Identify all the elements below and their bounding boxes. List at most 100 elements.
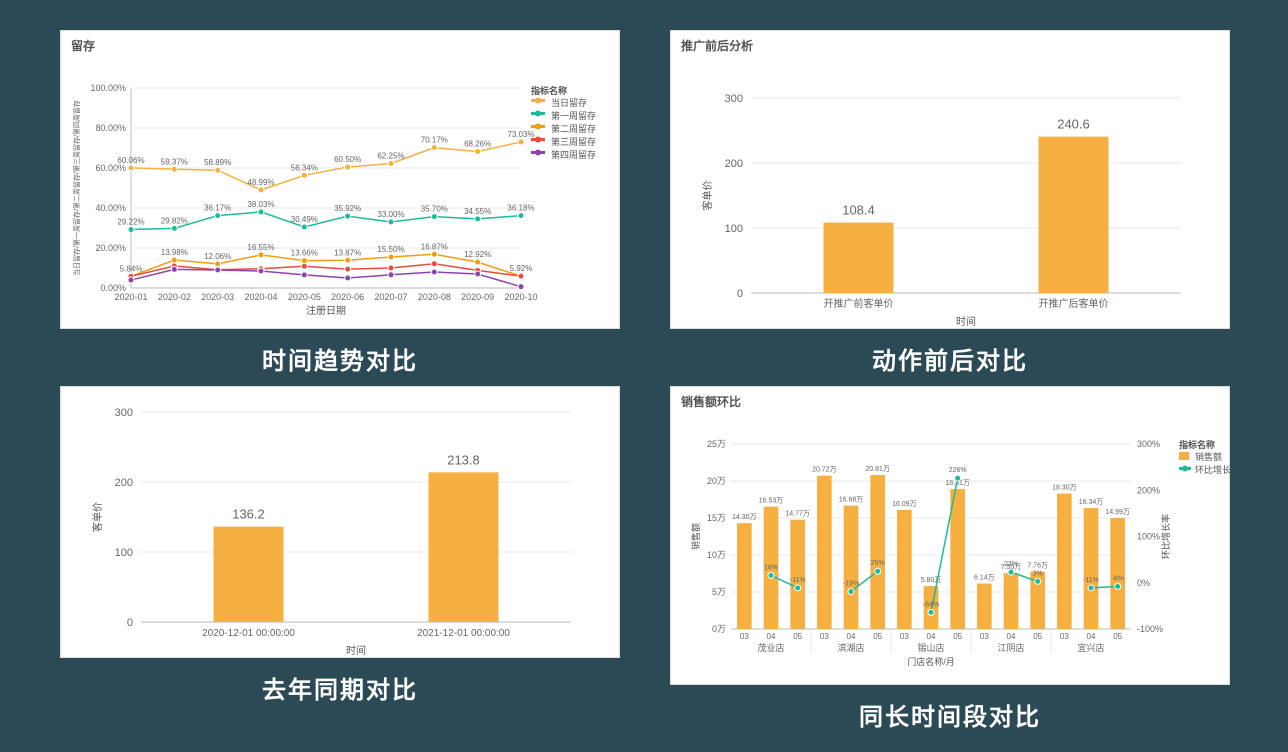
svg-text:2020-05: 2020-05 — [288, 292, 321, 302]
svg-text:指标名称: 指标名称 — [531, 85, 567, 96]
svg-text:56.34%: 56.34% — [291, 163, 318, 172]
svg-text:14.99万: 14.99万 — [1105, 508, 1130, 516]
svg-text:62.25%: 62.25% — [377, 152, 404, 161]
svg-text:时间: 时间 — [956, 315, 976, 328]
chart-title: 销售额环比 — [671, 387, 1229, 414]
svg-text:门店名称/月: 门店名称/月 — [907, 656, 955, 667]
svg-text:10万: 10万 — [707, 550, 726, 560]
svg-text:16.55%: 16.55% — [247, 243, 274, 252]
svg-text:40.00%: 40.00% — [95, 203, 126, 213]
svg-text:38.03%: 38.03% — [247, 200, 274, 209]
svg-text:80.00%: 80.00% — [95, 123, 126, 133]
svg-text:3%: 3% — [1033, 570, 1043, 577]
svg-text:12.06%: 12.06% — [204, 252, 231, 261]
svg-text:16%: 16% — [764, 564, 778, 571]
chart-yoy: 0100200300136.22020-12-01 00:00:00213.82… — [60, 386, 620, 658]
svg-text:当日留存/第一周留存/第二周留存/第三周留存/第四周留存: 当日留存/第一周留存/第二周留存/第三周留存/第四周留存 — [72, 100, 81, 276]
svg-text:5.92%: 5.92% — [510, 264, 533, 273]
svg-text:108.4: 108.4 — [842, 203, 875, 218]
svg-text:29.82%: 29.82% — [161, 216, 188, 225]
svg-text:05: 05 — [873, 632, 882, 641]
svg-text:59.37%: 59.37% — [161, 157, 188, 166]
svg-text:-8%: -8% — [1111, 575, 1123, 582]
svg-text:03: 03 — [1060, 632, 1069, 641]
chart-svg: 0.00%20.00%40.00%60.00%80.00%100.00%2020… — [61, 58, 621, 328]
svg-text:73.03%: 73.03% — [507, 130, 534, 139]
svg-text:注册日期: 注册日期 — [306, 304, 346, 317]
svg-text:240.6: 240.6 — [1057, 117, 1090, 132]
svg-text:200: 200 — [725, 158, 743, 170]
svg-text:第三周留存: 第三周留存 — [551, 136, 596, 147]
svg-text:100: 100 — [725, 223, 743, 235]
svg-text:48.99%: 48.99% — [247, 178, 274, 187]
svg-text:2020-10: 2020-10 — [504, 292, 537, 302]
svg-text:05: 05 — [793, 632, 802, 641]
svg-text:第四周留存: 第四周留存 — [551, 149, 596, 160]
svg-text:销售额: 销售额 — [690, 523, 701, 550]
svg-text:16.87%: 16.87% — [421, 242, 448, 251]
svg-text:13.87%: 13.87% — [334, 248, 361, 257]
svg-text:2020-04: 2020-04 — [244, 292, 277, 302]
svg-text:34.55%: 34.55% — [464, 207, 491, 216]
chart-retention: 留存 0.00%20.00%40.00%60.00%80.00%100.00%2… — [60, 30, 620, 329]
svg-text:25%: 25% — [871, 560, 885, 567]
svg-text:-11%: -11% — [1083, 577, 1099, 584]
svg-text:68.26%: 68.26% — [464, 139, 491, 148]
svg-text:16.09万: 16.09万 — [892, 500, 917, 508]
svg-text:7.76万: 7.76万 — [1027, 562, 1048, 570]
svg-text:宜兴店: 宜兴店 — [1077, 642, 1104, 653]
svg-text:136.2: 136.2 — [232, 507, 265, 522]
svg-text:16.68万: 16.68万 — [839, 496, 864, 504]
caption-bl: 去年同期对比 — [262, 670, 418, 705]
svg-text:20.72万: 20.72万 — [812, 466, 837, 474]
svg-text:04: 04 — [847, 632, 856, 641]
svg-text:0: 0 — [737, 288, 743, 300]
svg-text:-19%: -19% — [843, 581, 859, 588]
svg-text:环比增长率: 环比增长率 — [1160, 514, 1171, 559]
svg-text:04: 04 — [927, 632, 936, 641]
svg-text:0万: 0万 — [712, 624, 726, 634]
svg-text:0: 0 — [127, 617, 133, 629]
svg-text:05: 05 — [953, 632, 962, 641]
chart-svg: 0万5万10万15万20万25万-100%0%100%200%300%14.30… — [671, 414, 1231, 684]
chart-title: 留存 — [61, 31, 619, 58]
svg-text:5万: 5万 — [712, 587, 726, 597]
svg-text:当日留存: 当日留存 — [551, 97, 587, 108]
caption-tl: 时间趋势对比 — [262, 341, 418, 376]
svg-text:213.8: 213.8 — [447, 452, 480, 467]
svg-text:14.77万: 14.77万 — [785, 510, 810, 518]
chart-sales-mom: 销售额环比 0万5万10万15万20万25万-100%0%100%200%300… — [670, 386, 1230, 685]
svg-text:6.14万: 6.14万 — [974, 574, 995, 582]
svg-text:226%: 226% — [949, 467, 967, 474]
svg-text:14.30万: 14.30万 — [732, 513, 757, 521]
svg-text:03: 03 — [900, 632, 909, 641]
svg-text:23%: 23% — [1004, 561, 1018, 568]
svg-text:20.00%: 20.00% — [95, 243, 126, 253]
svg-text:100.00%: 100.00% — [90, 83, 126, 93]
chart-title: 推广前后分析 — [671, 31, 1229, 58]
svg-text:16.34万: 16.34万 — [1079, 498, 1104, 506]
chart-before-after: 推广前后分析 0100200300108.4开推广前客单价240.6开推广后客单… — [670, 30, 1230, 329]
svg-text:2020-03: 2020-03 — [201, 292, 234, 302]
svg-text:04: 04 — [1007, 632, 1016, 641]
chart-svg: 0100200300108.4开推广前客单价240.6开推广后客单价时间客单价 — [671, 58, 1231, 328]
svg-text:环比增长率: 环比增长率 — [1195, 464, 1231, 475]
svg-text:100%: 100% — [1137, 532, 1160, 542]
svg-text:指标名称: 指标名称 — [1179, 439, 1215, 450]
svg-text:2020-07: 2020-07 — [374, 292, 407, 302]
svg-text:2020-02: 2020-02 — [158, 292, 191, 302]
svg-text:时间: 时间 — [346, 644, 366, 657]
svg-text:25万: 25万 — [707, 439, 726, 449]
svg-text:04: 04 — [767, 632, 776, 641]
svg-text:05: 05 — [1113, 632, 1122, 641]
svg-text:35.70%: 35.70% — [421, 205, 448, 214]
svg-text:开推广后客单价: 开推广后客单价 — [1039, 297, 1109, 310]
svg-text:-11%: -11% — [790, 577, 806, 584]
svg-text:2021-12-01 00:00:00: 2021-12-01 00:00:00 — [417, 628, 510, 639]
svg-text:-64%: -64% — [923, 601, 939, 608]
svg-text:100: 100 — [115, 547, 133, 559]
svg-text:200%: 200% — [1137, 485, 1160, 495]
svg-text:300%: 300% — [1137, 439, 1160, 449]
svg-text:锡山店: 锡山店 — [917, 642, 944, 653]
svg-text:300: 300 — [115, 407, 133, 419]
